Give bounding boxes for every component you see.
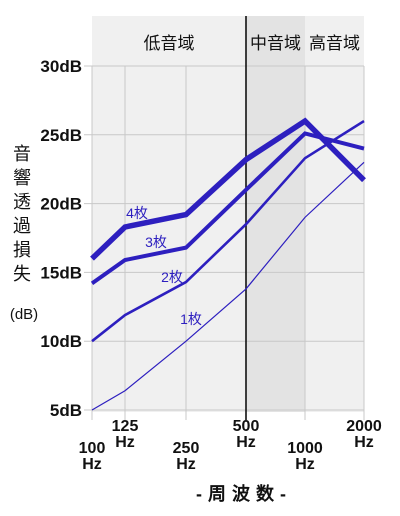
- band-1-label: 低音域: [144, 34, 195, 53]
- y-axis-title-text: 音響透過損失: [13, 144, 31, 284]
- series-label-2: 3枚: [145, 234, 167, 250]
- y-axis-unit: (dB): [10, 306, 38, 323]
- y-tick-label-5: 25dB: [40, 126, 82, 145]
- y-tick-label-4: 20dB: [40, 195, 82, 214]
- x-tick-label-2: 125 Hz: [112, 418, 139, 451]
- x-tick-label-1: 100 Hz: [79, 440, 106, 473]
- series-lines: [90, 117, 366, 411]
- x-tick-label-6: 2000 Hz: [346, 418, 382, 451]
- x-axis-title: -周波数-: [196, 483, 292, 504]
- series-labels: 4枚 3枚 2枚 1枚: [126, 205, 202, 327]
- y-axis-title: 音響透過損失: [13, 144, 31, 284]
- series-line-4: [91, 161, 365, 411]
- series-line-3: [91, 119, 365, 343]
- series-line-1: [90, 117, 366, 261]
- series-line-2: [90, 131, 365, 286]
- x-tick-label-5: 1000 Hz: [287, 440, 323, 473]
- y-tick-label-1: 5dB: [50, 401, 82, 420]
- y-axis-ticks: 5dB 10dB 15dB 20dB 25dB 30dB: [40, 57, 82, 420]
- band-2-label: 中音域: [250, 34, 301, 53]
- band-3-label: 高音域: [309, 34, 360, 53]
- x-tick-label-3: 250 Hz: [173, 440, 200, 473]
- series-label-3: 2枚: [161, 269, 183, 285]
- band-3-area: [305, 16, 364, 412]
- y-tick-label-3: 15dB: [40, 263, 82, 282]
- grid: [84, 16, 365, 420]
- series-label-1: 4枚: [126, 205, 148, 221]
- y-tick-label-6: 30dB: [40, 57, 82, 76]
- x-tick-label-4: 500 Hz: [233, 418, 260, 451]
- series-label-4: 1枚: [180, 311, 202, 327]
- y-tick-label-2: 10dB: [40, 332, 82, 351]
